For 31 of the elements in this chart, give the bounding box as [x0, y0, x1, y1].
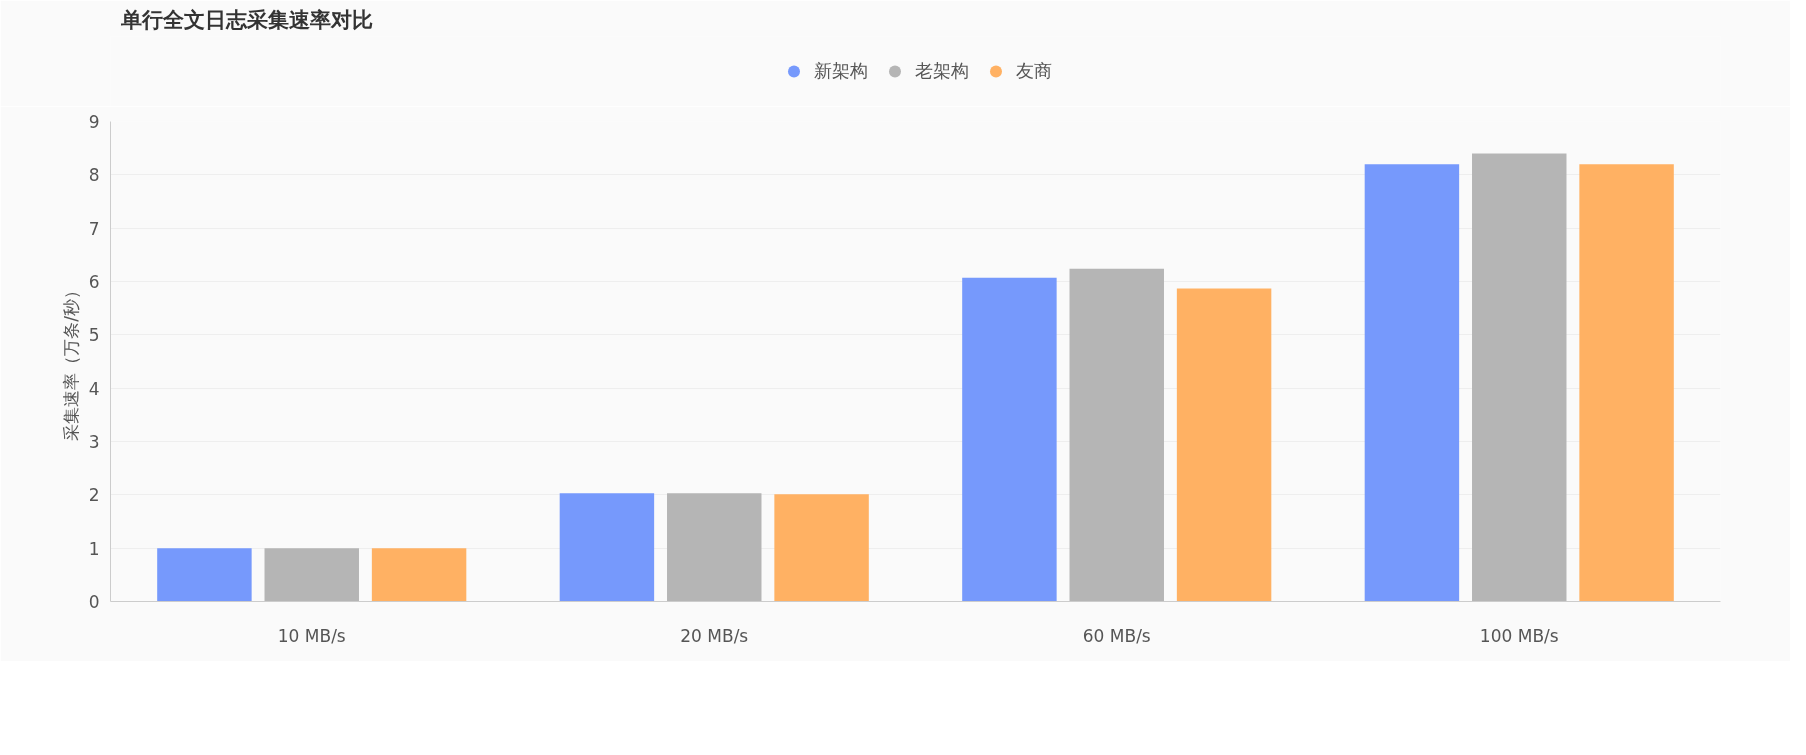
- bar: [157, 548, 252, 602]
- y-tick-label: 1: [88, 538, 100, 559]
- x-tick-label: 100 MB/s: [1479, 625, 1559, 646]
- bar: [1579, 164, 1674, 602]
- bar: [774, 494, 869, 602]
- bar: [371, 548, 467, 602]
- bar: [1069, 268, 1164, 602]
- y-axis-title: 采集速率（万条/秒）: [60, 282, 81, 441]
- y-tick-label: 8: [88, 165, 100, 186]
- legend-label: 老架构: [914, 59, 969, 83]
- legend-label: 新架构: [813, 59, 868, 83]
- x-tick-label: 20 MB/s: [680, 625, 749, 646]
- bar: [1472, 153, 1567, 602]
- bar: [559, 493, 655, 602]
- y-tick-label: 4: [88, 378, 100, 399]
- bar: [962, 277, 1057, 602]
- y-tick-label: 5: [88, 325, 100, 346]
- y-tick-label: 2: [88, 485, 100, 506]
- y-tick-label: 7: [88, 218, 100, 239]
- bar: [264, 548, 359, 602]
- chart-title: 单行全文日志采集速率对比: [119, 7, 373, 32]
- y-tick-label: 9: [88, 112, 100, 132]
- y-tick-label: 3: [88, 432, 100, 452]
- bar: [1364, 164, 1460, 602]
- bar: [667, 493, 762, 602]
- x-tick-label: 10 MB/s: [277, 625, 346, 646]
- y-tick-label: 0: [88, 592, 100, 612]
- bar: [1176, 288, 1272, 602]
- y-tick-label: 6: [88, 272, 100, 292]
- x-tick-label: 60 MB/s: [1082, 625, 1151, 646]
- legend-label: 友商: [1015, 59, 1052, 83]
